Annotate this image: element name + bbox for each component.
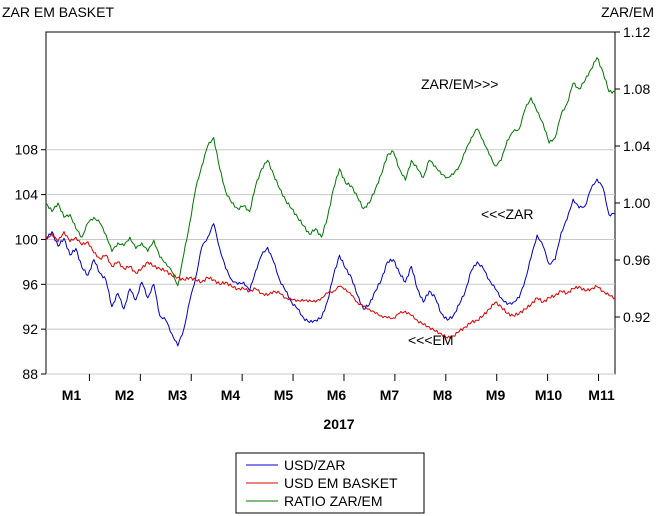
x-tick-label-m3: M3 — [168, 387, 188, 403]
legend-label-ratio: RATIO ZAR/EM — [284, 493, 383, 509]
right-tick-label: 0.96 — [623, 252, 650, 268]
x-tick-label-m10: M10 — [535, 387, 562, 403]
series-line-ratio-zar-em — [45, 57, 616, 287]
x-tick-label-m9: M9 — [486, 387, 506, 403]
x-tick-label-m11: M11 — [588, 387, 615, 403]
left-axis: 88 92 96 100 104 108 — [15, 142, 46, 382]
x-tick-label-m7: M7 — [380, 387, 400, 403]
x-tick-label-m1: M1 — [62, 387, 82, 403]
x-axis: M1 M2 M3 M4 M5 M6 M7 M8 M9 M10 M11 — [62, 374, 615, 403]
right-axis: 0.92 0.96 1.00 1.04 1.08 1.12 — [615, 24, 650, 325]
left-tick-label: 100 — [15, 231, 39, 247]
annotation-em: <<<EM — [408, 332, 454, 348]
annotation-zar: <<<ZAR — [481, 206, 534, 222]
left-tick-label: 104 — [15, 187, 39, 203]
left-tick-label: 92 — [22, 321, 38, 337]
left-tick-label: 108 — [15, 142, 39, 158]
x-tick-label-m8: M8 — [433, 387, 453, 403]
x-tick-label-m6: M6 — [327, 387, 347, 403]
x-tick-label-m5: M5 — [274, 387, 294, 403]
legend-label-usd-em-basket: USD EM BASKET — [284, 475, 398, 491]
left-axis-title: ZAR EM BASKET — [2, 4, 114, 20]
right-tick-label: 1.00 — [623, 195, 650, 211]
annotation-ratio: ZAR/EM>>> — [421, 76, 498, 92]
x-tick-label-m2: M2 — [115, 387, 135, 403]
left-tick-label: 96 — [22, 276, 38, 292]
x-tick-label-m4: M4 — [221, 387, 241, 403]
legend-label-usd-zar: USD/ZAR — [284, 457, 345, 473]
legend: USD/ZAR USD EM BASKET RATIO ZAR/EM — [235, 452, 425, 514]
x-axis-label: 2017 — [323, 416, 354, 432]
right-tick-label: 1.04 — [623, 138, 650, 154]
left-tick-label: 88 — [22, 366, 38, 382]
series-lines — [45, 57, 616, 347]
right-tick-label: 1.12 — [623, 24, 650, 40]
right-axis-title: ZAR/EM — [601, 4, 654, 20]
right-tick-label: 0.92 — [623, 309, 650, 325]
series-line-usd-zar — [45, 178, 616, 347]
series-line-usd-em-basket — [45, 231, 616, 339]
right-tick-label: 1.08 — [623, 81, 650, 97]
